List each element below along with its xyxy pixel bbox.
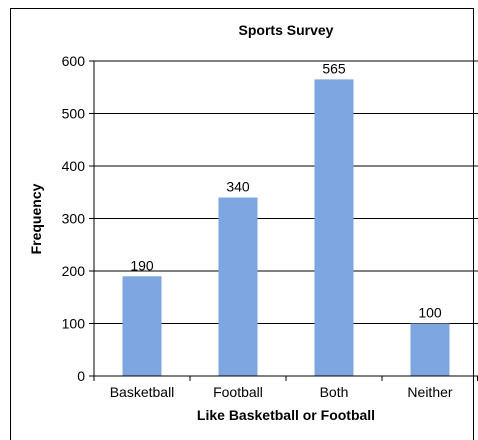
y-tick-label: 600: [62, 53, 86, 69]
bar: [122, 276, 162, 376]
y-tick-label: 400: [62, 158, 86, 174]
x-tick-label: Basketball: [110, 384, 175, 400]
data-label: 100: [418, 305, 442, 321]
data-label: 340: [226, 179, 250, 195]
bar: [218, 197, 258, 376]
y-tick-label: 0: [77, 368, 85, 384]
y-tick-label: 500: [62, 106, 86, 122]
data-label: 190: [130, 257, 154, 273]
y-tick-label: 100: [62, 316, 86, 332]
chart-frame: [10, 8, 474, 440]
y-tick-label: 300: [62, 211, 86, 227]
data-label: 565: [322, 60, 346, 76]
bars: 190 340 565 100: [122, 60, 450, 376]
y-tick-label: 200: [62, 263, 86, 279]
x-tick-label: Both: [320, 384, 349, 400]
x-axis-label: Like Basketball or Football: [197, 407, 375, 423]
bar: [314, 79, 354, 376]
x-tick-label: Neither: [407, 384, 452, 400]
axes: 0 100 200 300 400 500 600 Basketball Football Bot…: [62, 53, 478, 400]
y-axis-label: Frequency: [28, 183, 44, 254]
bar: [410, 323, 450, 376]
chart-title: Sports Survey: [239, 22, 334, 38]
x-tick-label: Football: [213, 384, 263, 400]
